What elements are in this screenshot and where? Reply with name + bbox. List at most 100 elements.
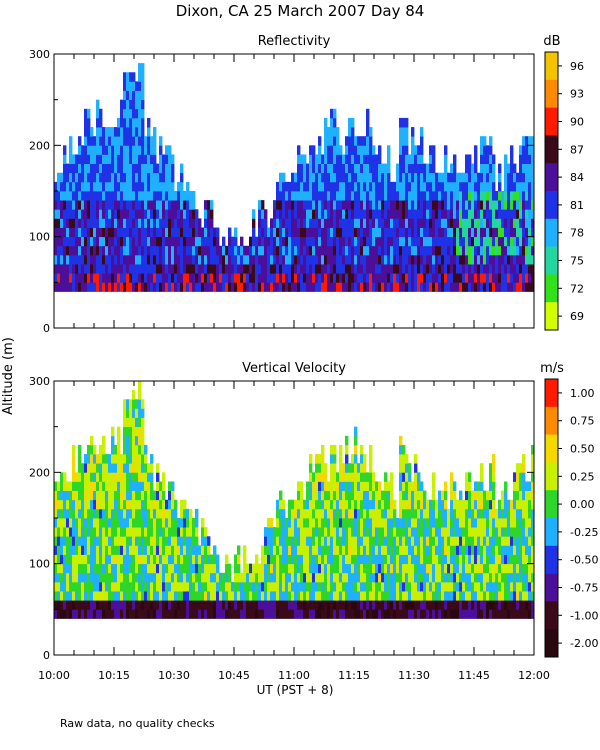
heatmap-cell [300, 282, 304, 292]
heatmap-cell [471, 518, 475, 528]
heatmap-cell [375, 209, 379, 219]
heatmap-cell [138, 172, 142, 183]
heatmap-cell [282, 563, 286, 574]
heatmap-cell [195, 282, 199, 292]
heatmap-cell [96, 518, 100, 528]
heatmap-cell [54, 481, 58, 491]
heatmap-cell [282, 572, 286, 583]
heatmap-cell [90, 273, 94, 283]
heatmap-cell [105, 481, 109, 491]
heatmap-cell [330, 200, 334, 210]
heatmap-cell [219, 264, 223, 274]
heatmap-cell [333, 572, 337, 583]
heatmap-cell [372, 191, 376, 201]
heatmap-cell [519, 600, 523, 610]
heatmap-cell [105, 572, 109, 583]
heatmap-cell [504, 154, 508, 164]
heatmap-cell [465, 218, 469, 228]
heatmap-cell [111, 508, 115, 519]
heatmap-cell [324, 536, 328, 546]
heatmap-cell [282, 591, 286, 601]
heatmap-cell [210, 609, 214, 619]
heatmap-cell [66, 600, 70, 610]
heatmap-cell [141, 545, 145, 555]
heatmap-cell [444, 572, 448, 583]
heatmap-cell [120, 254, 124, 265]
heatmap-cell [273, 563, 277, 574]
heatmap-cell [162, 154, 166, 164]
heatmap-cell [417, 481, 421, 491]
heatmap-cell [129, 454, 133, 464]
heatmap-cell [87, 181, 91, 192]
heatmap-cell [318, 536, 322, 546]
heatmap-cell [144, 508, 148, 519]
heatmap-cell [162, 209, 166, 219]
heatmap-cell [420, 609, 424, 619]
heatmap-cell [435, 545, 439, 555]
heatmap-cell [87, 591, 91, 601]
heatmap-cell [294, 245, 298, 256]
heatmap-cell [462, 218, 466, 228]
heatmap-cell [57, 227, 61, 238]
heatmap-cell [465, 563, 469, 574]
heatmap-cell [114, 609, 118, 619]
heatmap-cell [327, 245, 331, 256]
heatmap-cell [54, 554, 58, 565]
heatmap-cell [201, 236, 205, 247]
heatmap-cell [111, 490, 115, 501]
heatmap-cell [66, 209, 70, 219]
heatmap-cell [108, 227, 112, 238]
heatmap-cell [363, 163, 367, 174]
heatmap-cell [309, 191, 313, 201]
heatmap-cell [72, 236, 76, 247]
heatmap-cell [153, 518, 157, 528]
heatmap-cell [282, 218, 286, 228]
heatmap-cell [393, 508, 397, 519]
heatmap-cell [513, 581, 517, 592]
heatmap-cell [69, 172, 73, 183]
heatmap-cell [60, 600, 64, 610]
heatmap-cell [291, 209, 295, 219]
heatmap-cell [453, 508, 457, 519]
heatmap-cell [363, 227, 367, 238]
heatmap-cell [468, 282, 472, 292]
heatmap-cell [489, 136, 493, 146]
heatmap-cell [339, 600, 343, 610]
heatmap-cell [306, 581, 310, 592]
heatmap-cell [144, 227, 148, 238]
heatmap-cell [414, 282, 418, 292]
heatmap-cell [444, 236, 448, 247]
heatmap-cell [360, 181, 364, 192]
heatmap-cell [453, 499, 457, 510]
heatmap-cell [165, 600, 169, 610]
heatmap-cell [282, 554, 286, 565]
heatmap-cell [522, 245, 526, 256]
heatmap-cell [495, 600, 499, 610]
heatmap-cell [315, 172, 319, 183]
heatmap-cell [126, 508, 130, 519]
heatmap-cell [66, 563, 70, 574]
heatmap-cell [129, 527, 133, 537]
heatmap-cell [447, 591, 451, 601]
heatmap-cell [165, 154, 169, 164]
heatmap-cell [405, 145, 409, 155]
heatmap-cell [300, 572, 304, 583]
heatmap-cell [531, 218, 535, 228]
heatmap-cell [348, 609, 352, 619]
heatmap-cell [138, 508, 142, 519]
heatmap-cell [438, 545, 442, 555]
heatmap-cell [354, 554, 358, 565]
heatmap-cell [429, 591, 433, 601]
y-tick-label: 0 [43, 322, 50, 335]
heatmap-cell [339, 172, 343, 183]
heatmap-cell [312, 200, 316, 210]
heatmap-cell [495, 218, 499, 228]
heatmap-cell [474, 591, 478, 601]
heatmap-cell [81, 563, 85, 574]
heatmap-cell [147, 282, 151, 292]
heatmap-cell [192, 554, 196, 565]
heatmap-cell [297, 245, 301, 256]
heatmap-cell [84, 282, 88, 292]
heatmap-cell [141, 518, 145, 528]
heatmap-cell [441, 600, 445, 610]
